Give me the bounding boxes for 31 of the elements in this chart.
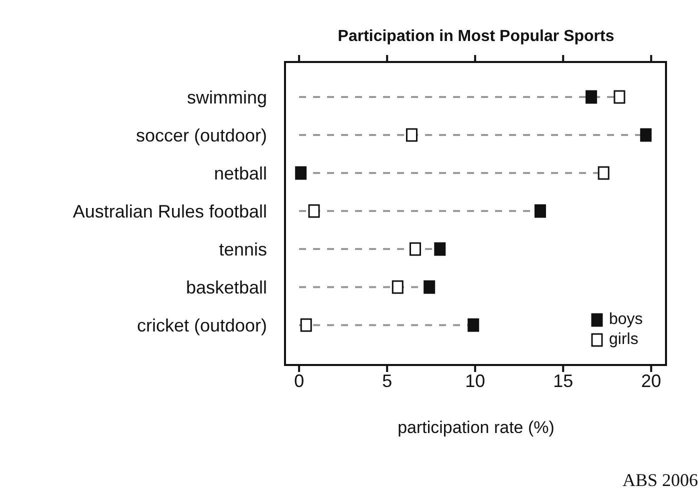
point [300,318,312,332]
x-tick-label: 5 [382,370,392,391]
point [295,166,307,180]
point [410,242,422,256]
x-tick-label: 10 [465,370,486,391]
text: ABS 2006 [622,470,698,491]
point [392,280,404,294]
y-tick-label: soccer (outdoor) [136,125,267,146]
x-tick-label: 20 [641,370,662,391]
y-tick-label: cricket (outdoor) [136,315,267,336]
point [406,128,418,142]
point [598,166,610,180]
point [308,204,320,218]
y-tick-label: Australian Rules football [72,201,267,222]
y-tick-label: netball [214,163,267,184]
y-tick-label: swimming [186,87,267,108]
point [424,280,436,294]
x-tick-label: 0 [294,370,304,391]
point [468,318,480,332]
legend-label: boys [609,310,643,330]
point [534,204,546,218]
chart-title: Participation in Most Popular Sports [336,28,616,46]
legend-label: girls [609,330,638,350]
y-tick-label: tennis [218,239,267,260]
point [614,90,626,104]
point [586,90,598,104]
x-axis-title: participation rate (%) [398,418,554,437]
point [640,128,652,142]
point [434,242,446,256]
y-tick-label: basketball [186,277,267,298]
x-tick-label: 15 [553,370,574,391]
